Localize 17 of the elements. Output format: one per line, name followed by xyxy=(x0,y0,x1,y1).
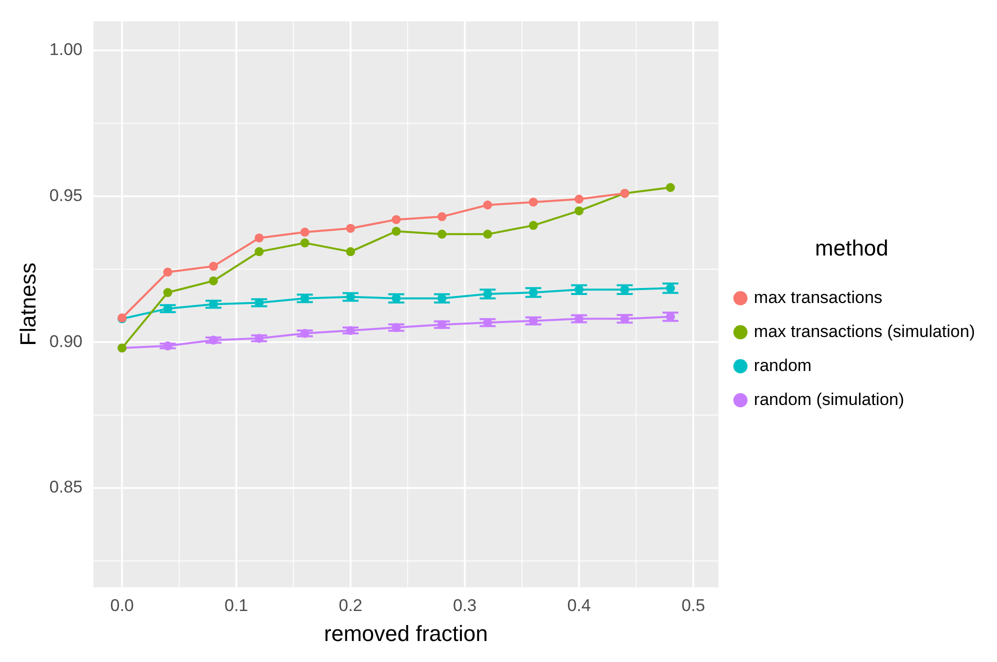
y-tick-label: 1.00 xyxy=(49,40,82,60)
x-tick-label: 0.3 xyxy=(452,596,477,616)
x-tick-label: 0.4 xyxy=(567,596,591,616)
legend-label: max transactions (simulation) xyxy=(754,322,976,341)
y-axis-title: Flatness xyxy=(15,262,40,346)
legend-title: method xyxy=(815,235,888,260)
y-tick-label: 0.95 xyxy=(49,186,82,205)
x-tick-label: 0.1 xyxy=(224,596,248,616)
x-tick-label: 0.0 xyxy=(110,596,134,616)
y-tick-label: 0.85 xyxy=(49,478,82,497)
x-axis-title: removed fraction xyxy=(324,620,488,646)
legend-label: max transactions xyxy=(754,288,882,307)
legend-label: random xyxy=(754,356,812,375)
x-tick-label: 0.2 xyxy=(338,596,362,616)
y-tick-label: 0.90 xyxy=(49,332,82,351)
legend-label: random (simulation) xyxy=(754,390,904,409)
x-tick-label: 0.5 xyxy=(681,596,706,616)
